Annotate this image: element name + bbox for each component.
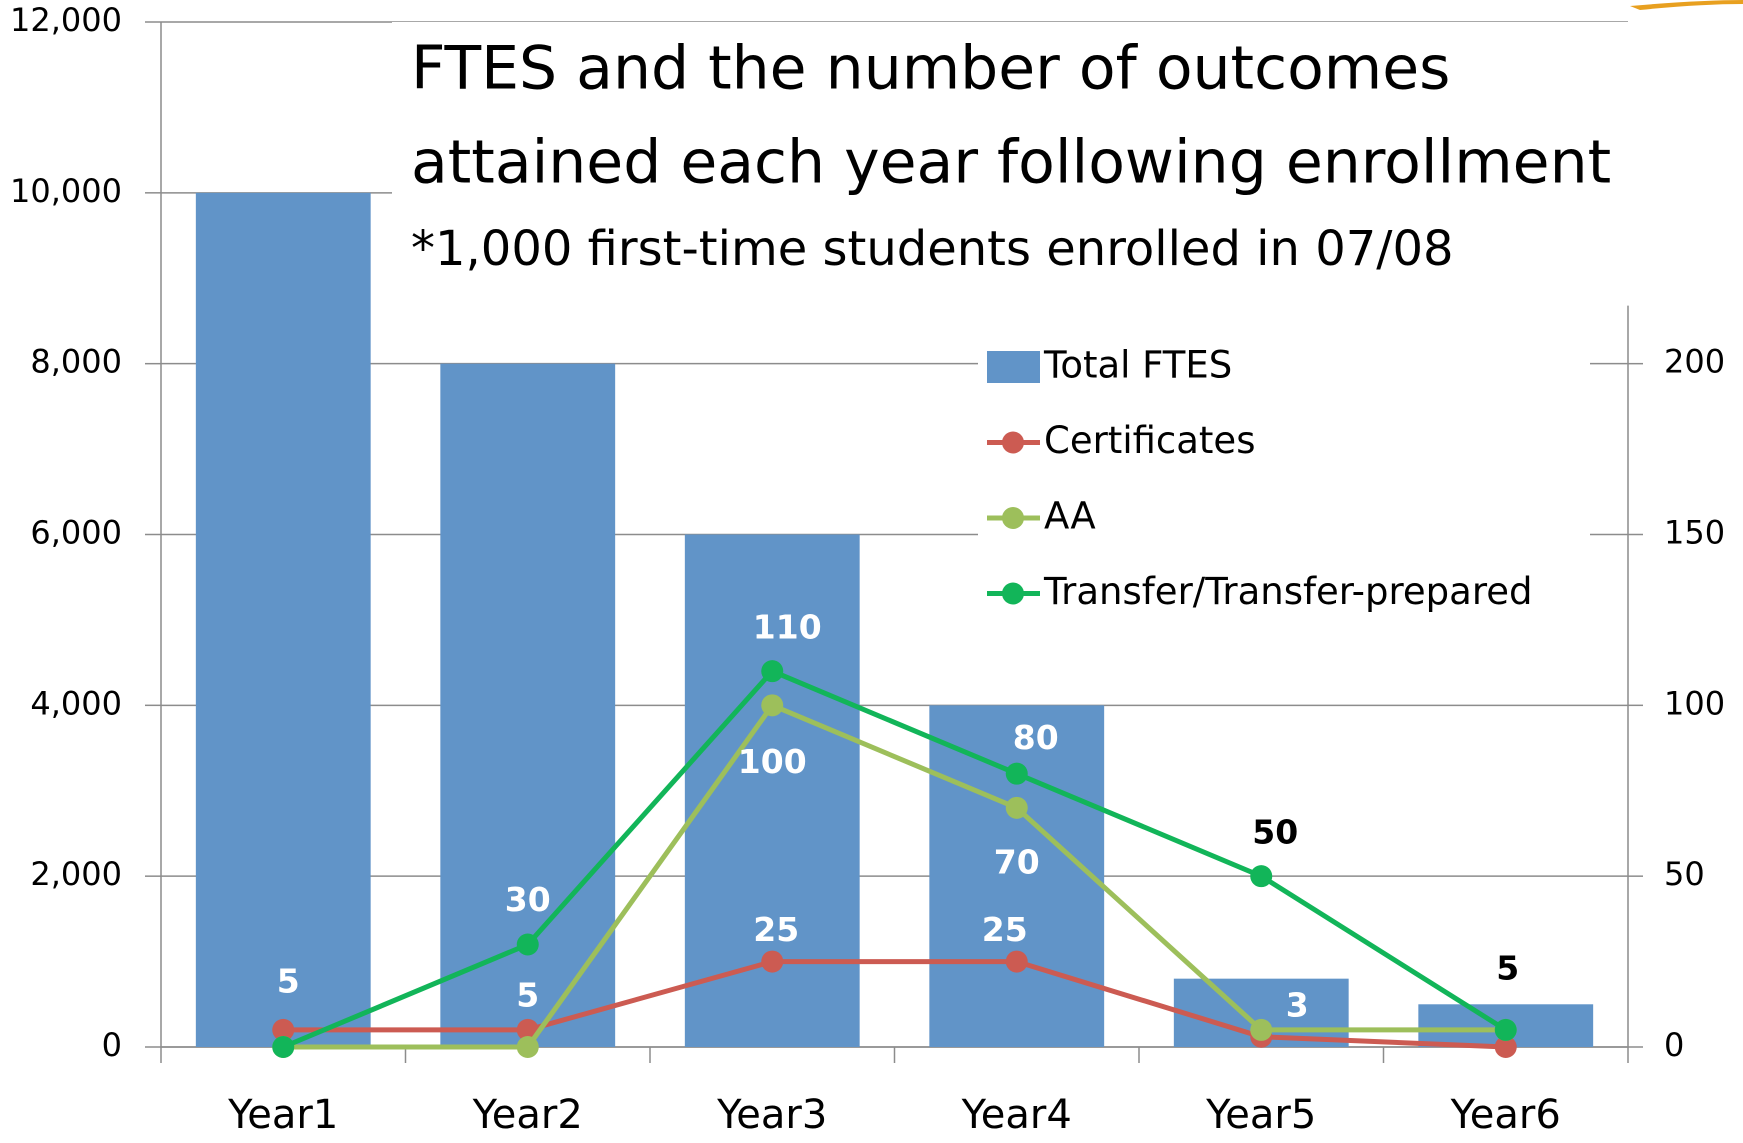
marker [516, 933, 539, 956]
x-tick-label: Year5 [1205, 1092, 1316, 1138]
line [283, 702, 1506, 1050]
data-label: 110 [753, 608, 822, 647]
legend-label: Total FTES [1043, 344, 1232, 387]
data-label: 80 [1013, 718, 1059, 757]
data-label: 25 [753, 910, 799, 949]
line [282, 668, 1508, 1050]
y-tick-label: 6,000 [30, 514, 122, 552]
y-tick-label: 2,000 [30, 855, 122, 893]
y-tick-label: 0 [102, 1026, 122, 1064]
y2-tick-label: 100 [1664, 684, 1725, 722]
line [283, 959, 1506, 1050]
data-label: 3 [1286, 985, 1309, 1024]
y-tick-label: 8,000 [30, 343, 122, 381]
marker [1250, 1018, 1273, 1041]
data-label: 25 [982, 910, 1028, 949]
bar [929, 705, 1105, 1047]
y-tick-label: 12,000 [10, 1, 122, 39]
chart-title: attained each year following enrollment [411, 128, 1611, 198]
data-label: 30 [505, 880, 551, 919]
x-tick-label: Year4 [961, 1092, 1072, 1138]
marker [272, 1036, 295, 1058]
data-label: 70 [994, 842, 1040, 881]
data-label: 5 [1496, 948, 1519, 987]
bar [440, 363, 616, 1048]
x-tick-label: Year2 [472, 1092, 583, 1138]
legend-label: Certificates [1044, 419, 1255, 462]
marker [1250, 865, 1273, 888]
data-label: 5 [516, 975, 539, 1014]
y-tick-label: 4,000 [30, 684, 122, 722]
data-label: 100 [738, 742, 807, 781]
y2-tick-label: 200 [1664, 343, 1725, 381]
legend-swatch [1002, 582, 1024, 605]
legend-swatch [1002, 507, 1024, 529]
legend-swatch [987, 351, 1040, 383]
marker [516, 1036, 539, 1058]
marker [272, 1018, 295, 1041]
x-tick-label: Year3 [716, 1092, 827, 1138]
marker [761, 660, 784, 683]
legend-swatch [1002, 431, 1024, 454]
y2-tick-label: 50 [1664, 855, 1705, 893]
marks [195, 192, 1594, 1048]
lines: 5 5 25 25 3 100 70 30 110 80 50 5 [272, 608, 1519, 1058]
legend: Total FTES Certificates AA Transfer/Transfe… [987, 344, 1532, 613]
y2-tick-label: 150 [1664, 514, 1725, 552]
title-backdrop [392, 22, 1743, 284]
decoration [1630, 0, 1743, 10]
marker [1005, 796, 1028, 819]
data-label: 50 [1252, 813, 1298, 852]
marker [1494, 1036, 1517, 1058]
x-tick-label: Year6 [1450, 1092, 1561, 1138]
y-tick-label: 10,000 [10, 172, 122, 210]
marker [1494, 1018, 1517, 1041]
chart-title: FTES and the number of outcomes [411, 34, 1450, 104]
y2-tick-label: 0 [1664, 1026, 1684, 1064]
x-tick-label: Year1 [227, 1092, 338, 1138]
marker [761, 694, 784, 717]
marker [1005, 950, 1028, 973]
marker [1005, 762, 1028, 785]
legend-label: AA [1044, 495, 1096, 538]
legend-backdrop [978, 330, 1590, 622]
marker [761, 950, 784, 973]
chart-subtitle: *1,000 first-time students enrolled in 0… [411, 221, 1454, 277]
legend-label: Transfer/Transfer-prepared [1043, 570, 1532, 613]
data-label: 5 [277, 961, 300, 1000]
bar [195, 192, 371, 1048]
